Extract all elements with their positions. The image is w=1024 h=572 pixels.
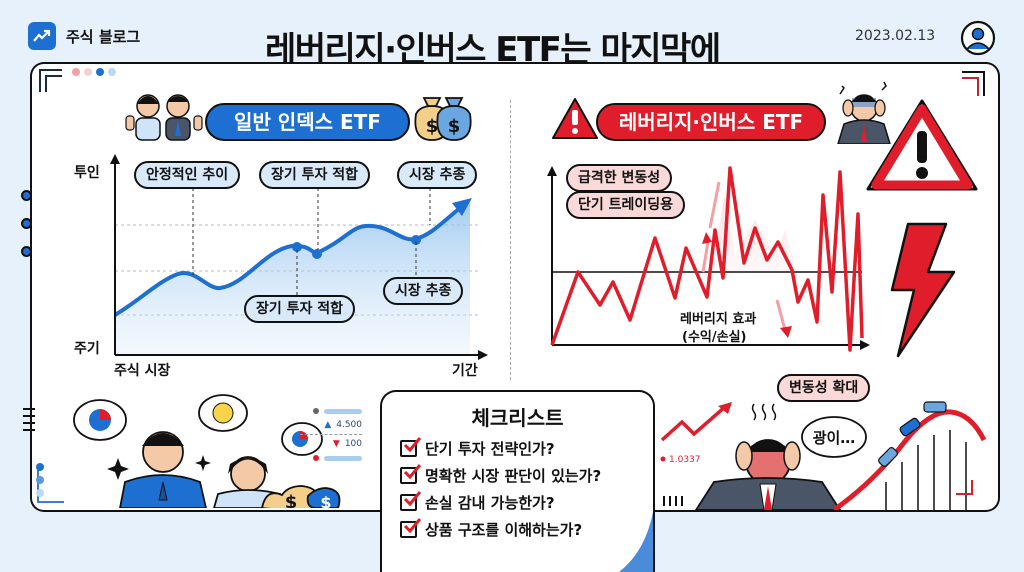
checklist-title: 체크리스트 bbox=[471, 406, 564, 430]
y-axis-bottom-label: 주기 bbox=[74, 341, 100, 357]
decorative-dots bbox=[72, 68, 116, 76]
checkbox-checked-icon[interactable] bbox=[400, 491, 421, 511]
callout-long-term: 장기 투자 적합 bbox=[259, 161, 371, 189]
svg-text:$: $ bbox=[320, 493, 331, 508]
leverage-etf-chart bbox=[547, 166, 870, 352]
y-axis-top-label: 투인 bbox=[74, 165, 100, 181]
checklist-item-label: 손실 감내 가능한가? bbox=[425, 494, 555, 512]
stat-down-value: 100 bbox=[344, 439, 362, 449]
user-avatar-icon[interactable] bbox=[960, 20, 996, 56]
side-pagination bbox=[21, 190, 32, 257]
svg-text:$: $ bbox=[426, 116, 439, 137]
checkbox-checked-icon[interactable] bbox=[400, 464, 421, 484]
mini-stats-widget: ▲ 4.500 ▼ 100 bbox=[300, 404, 362, 465]
stressed-man-icon bbox=[837, 81, 891, 144]
warning-small-icon bbox=[552, 98, 598, 139]
checklist-card: 체크리스트 단기 투자 전략인가? 명확한 시장 판단이 있는가? 손실 감내 … bbox=[380, 390, 655, 572]
callout-short-term-trading: 단기 트레이딩용 bbox=[566, 191, 686, 219]
decorative-dots-vertical bbox=[36, 463, 44, 497]
leverage-effect-sublabel: (수익/손실) bbox=[682, 330, 747, 345]
brand[interactable]: 주식 블로그 bbox=[28, 22, 140, 50]
checklist-item-label: 상품 구조를 이해하는가? bbox=[425, 521, 583, 539]
banner-index-etf: 일반 인덱스 ETF bbox=[205, 103, 410, 141]
checklist-item[interactable]: 단기 투자 전략인가? bbox=[400, 437, 555, 459]
banner-leverage-etf: 레버리지·인버스 ETF bbox=[596, 103, 826, 141]
ticker-value: 1.0337 bbox=[669, 455, 701, 465]
checklist-item-label: 명확한 시장 판단이 있는가? bbox=[425, 467, 602, 485]
callout-market-tracking-bottom: 시장 추종 bbox=[383, 277, 464, 305]
post-date: 2023.02.13 bbox=[855, 28, 936, 44]
x-axis-left-label: 주식 시장 bbox=[114, 363, 171, 379]
svg-text:$: $ bbox=[285, 492, 298, 508]
stressed-investor-rollercoaster: 1.0337 광이… bbox=[660, 401, 987, 510]
speech-text: 광이… bbox=[813, 429, 856, 447]
panel-divider bbox=[510, 100, 511, 380]
corner-bracket-icon bbox=[39, 69, 62, 92]
x-axis-right-label: 기간 bbox=[452, 363, 478, 379]
callout-stable-trend: 안정적인 추이 bbox=[134, 161, 241, 189]
trend-up-icon bbox=[28, 22, 56, 50]
page-dot[interactable] bbox=[21, 190, 32, 201]
stat-up-value: 4.500 bbox=[336, 420, 362, 430]
warning-triangle-icon bbox=[866, 99, 978, 191]
money-bags-icon: $ $ bbox=[414, 97, 472, 141]
callout-long-term-bottom: 장기 투자 적합 bbox=[244, 295, 356, 323]
page-dot[interactable] bbox=[21, 246, 32, 257]
page-dot[interactable] bbox=[21, 218, 32, 229]
callout-volatility-increase: 변동성 확대 bbox=[777, 374, 871, 402]
checklist-item[interactable]: 명확한 시장 판단이 있는가? bbox=[400, 464, 602, 486]
checklist-item-label: 단기 투자 전략인가? bbox=[425, 440, 555, 458]
checklist-item[interactable]: 상품 구조를 이해하는가? bbox=[400, 518, 583, 540]
brand-name: 주식 블로그 bbox=[66, 27, 141, 46]
investors-icon bbox=[125, 94, 203, 141]
callout-sharp-volatility: 급격한 변동성 bbox=[566, 164, 673, 192]
happy-investors-illustration: $ $ bbox=[73, 394, 341, 508]
checklist-item[interactable]: 손실 감내 가능한가? bbox=[400, 491, 555, 513]
page-curl-icon bbox=[619, 512, 653, 572]
checkbox-checked-icon[interactable] bbox=[400, 437, 421, 457]
lightning-bolt-icon bbox=[890, 222, 956, 358]
menu-lines-icon[interactable] bbox=[23, 408, 35, 431]
svg-text:$: $ bbox=[448, 116, 461, 137]
leverage-effect-label: 레버리지 효과 bbox=[680, 312, 757, 327]
checkbox-checked-icon[interactable] bbox=[400, 518, 421, 538]
corner-bracket-icon bbox=[962, 71, 985, 96]
callout-market-tracking: 시장 추종 bbox=[397, 161, 478, 189]
